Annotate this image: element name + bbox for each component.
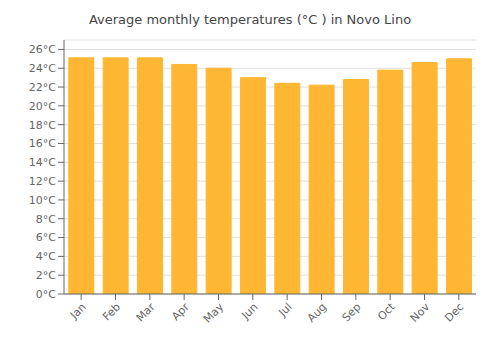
html-text:Average monthly temperatures (: Average monthly temperatures (°C ) in No… (88, 12, 412, 27)
svg-text:8°C: 8°C (36, 213, 56, 226)
svg-text:Jul: Jul (276, 300, 295, 319)
svg-text:Jun: Jun (238, 300, 260, 322)
svg-text:20°C: 20°C (29, 100, 56, 113)
svg-text:Apr: Apr (169, 300, 192, 323)
svg-text:Dec: Dec (442, 300, 466, 324)
svg-text:14°C: 14°C (29, 156, 56, 169)
svg-text:10°C: 10°C (29, 194, 56, 207)
svg-text:12°C: 12°C (29, 175, 56, 188)
svg-text:May: May (201, 300, 227, 326)
svg-text:22°C: 22°C (29, 81, 56, 94)
svg-text:0°C: 0°C (36, 288, 56, 301)
svg-text:Mar: Mar (134, 300, 158, 324)
svg-text:Sep: Sep (340, 300, 364, 324)
svg-text:Nov: Nov (408, 300, 433, 325)
svg-text:Feb: Feb (100, 300, 123, 323)
svg-text:4°C: 4°C (36, 250, 56, 263)
svg-text:18°C: 18°C (29, 119, 56, 132)
svg-text:26°C: 26°C (29, 43, 56, 56)
svg-text:Oct: Oct (375, 300, 398, 323)
svg-text:Aug: Aug (305, 300, 329, 324)
svg-text:16°C: 16°C (29, 137, 56, 150)
svg-text:6°C: 6°C (36, 231, 56, 244)
svg-text:2°C: 2°C (36, 269, 56, 282)
svg-text:24°C: 24°C (29, 62, 56, 75)
svg-text:Jan: Jan (67, 300, 89, 322)
